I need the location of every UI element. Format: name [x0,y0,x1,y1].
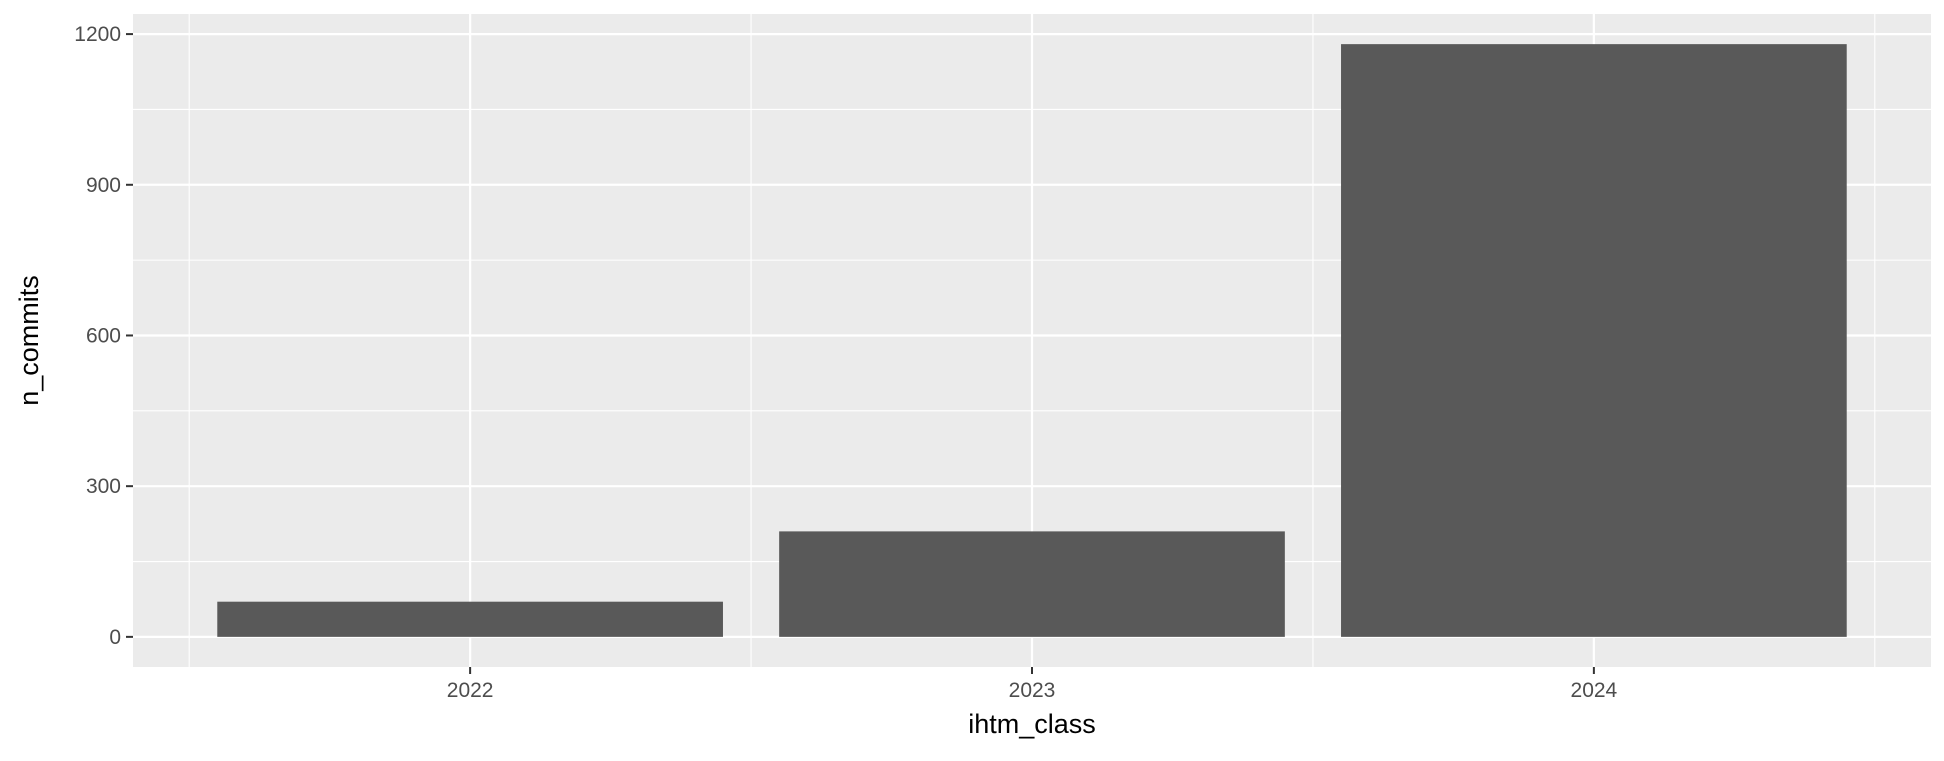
bar-2023 [779,531,1285,637]
x-tick-label: 2024 [1571,679,1618,702]
x-tick-label: 2023 [1009,679,1056,702]
x-tick-label: 2022 [447,679,494,702]
y-tick-label: 900 [86,174,121,197]
y-tick-label: 1200 [74,23,121,46]
y-axis: 0 300 600 900 1200 [74,23,133,649]
x-axis-title: ihtm_class [968,709,1096,739]
bar-2022 [217,601,723,637]
y-tick-label: 300 [86,475,121,498]
y-tick-label: 600 [86,324,121,347]
y-axis-title: n_commits [14,275,44,406]
bars [217,44,1847,637]
y-tick-label: 0 [109,626,121,649]
x-axis: 2022 2023 2024 [447,667,1618,702]
bar-2024 [1341,44,1847,637]
